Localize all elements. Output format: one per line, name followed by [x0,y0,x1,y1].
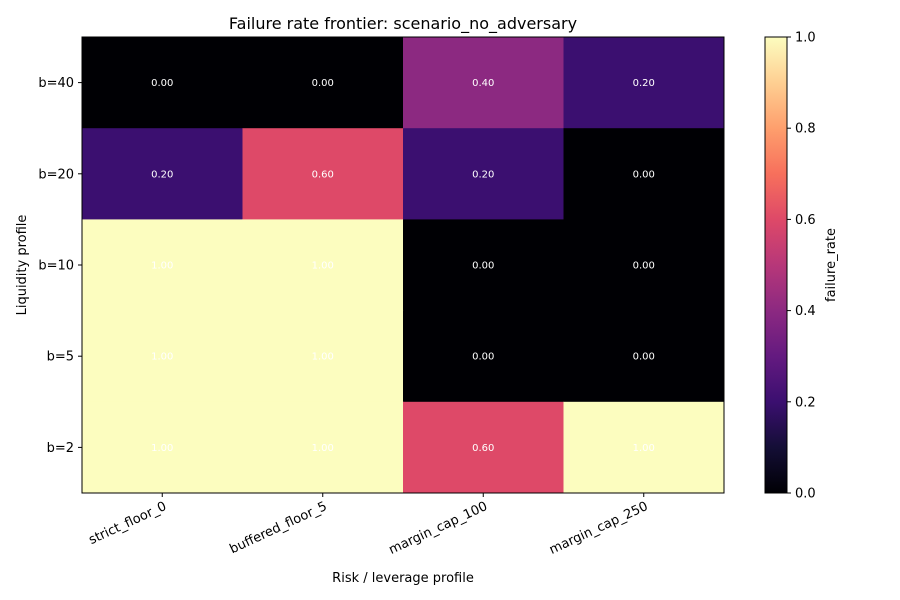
y-tick-label: b=40 [38,76,74,91]
heatmap-cell [563,128,725,220]
heatmap-cell [403,310,564,403]
cell-value-label: 0.00 [633,261,655,272]
cell-value-label: 0.00 [472,352,494,363]
heatmap-cells [82,37,725,494]
colorbar-ticks: 0.0 0.2 0.4 0.6 0.8 1.0 [787,31,816,502]
heatmap-cell [403,128,564,220]
heatmap-cell [563,401,725,494]
heatmap-cell [242,219,404,312]
colorbar-tick-label: 0.4 [795,304,816,319]
heatmap-cell [563,37,725,129]
y-axis-ticks: b=40 b=20 b=10 b=5 b=2 [38,76,82,456]
colorbar-tick-label: 0.2 [795,395,816,410]
heatmap-cell [242,128,404,220]
cell-value-label: 1.00 [151,352,173,363]
heatmap-cell [82,37,243,129]
heatmap-cell [242,37,404,129]
x-tick-label: buffered_floor_5 [228,499,330,557]
cell-value-label: 1.00 [633,443,655,454]
cell-value-label: 0.40 [472,78,494,89]
heatmap-cell [403,37,564,129]
heatmap-cell [242,401,404,494]
chart-title: Failure rate frontier: scenario_no_adver… [229,14,577,34]
cell-value-label: 0.60 [312,169,334,180]
y-tick-label: b=10 [38,259,74,274]
cell-value-label: 0.00 [312,78,334,89]
heatmap-cell [82,401,243,494]
cell-value-label: 0.00 [472,261,494,272]
cell-value-label: 1.00 [312,443,334,454]
cell-value-label: 0.00 [633,169,655,180]
cell-value-label: 0.00 [151,78,173,89]
x-tick-label: margin_cap_100 [387,499,490,558]
colorbar [764,36,788,494]
x-axis-label: Risk / leverage profile [332,571,474,586]
cell-value-label: 0.20 [472,169,494,180]
colorbar-tick-label: 0.8 [795,122,816,137]
cell-value-label: 0.20 [633,78,655,89]
cell-value-label: 1.00 [151,261,173,272]
heatmap-cell [82,310,243,403]
cell-value-label: 0.20 [151,169,173,180]
cell-value-label: 1.00 [312,261,334,272]
colorbar-tick-label: 0.0 [795,487,816,502]
colorbar-label: failure_rate [824,228,839,302]
heatmap-cell [563,219,725,312]
y-tick-label: b=5 [47,350,74,365]
colorbar-tick-label: 1.0 [795,31,816,46]
cell-value-label: 0.00 [633,352,655,363]
heatmap-cell [403,219,564,312]
heatmap-cell [82,128,243,220]
heatmap-cell [403,401,564,494]
y-tick-label: b=2 [47,441,74,456]
cell-value-label: 1.00 [312,352,334,363]
x-axis-ticks: strict_floor_0 buffered_floor_5 margin_cap… [87,493,650,558]
cell-value-label: 1.00 [151,443,173,454]
x-tick-label: strict_floor_0 [87,499,169,548]
colorbar-tick-label: 0.6 [795,213,816,228]
heatmap-cell [242,310,404,403]
y-tick-label: b=20 [38,167,74,182]
x-tick-label: margin_cap_250 [547,499,650,558]
heatmap-cell [563,310,725,403]
heatmap-cell-labels: 0.00 0.00 0.40 0.20 0.20 0.60 0.20 0.00 1.00 1.00… [151,78,655,454]
heatmap-cell [82,219,243,312]
y-axis-label: Liquidity profile [15,215,30,316]
cell-value-label: 0.60 [472,443,494,454]
